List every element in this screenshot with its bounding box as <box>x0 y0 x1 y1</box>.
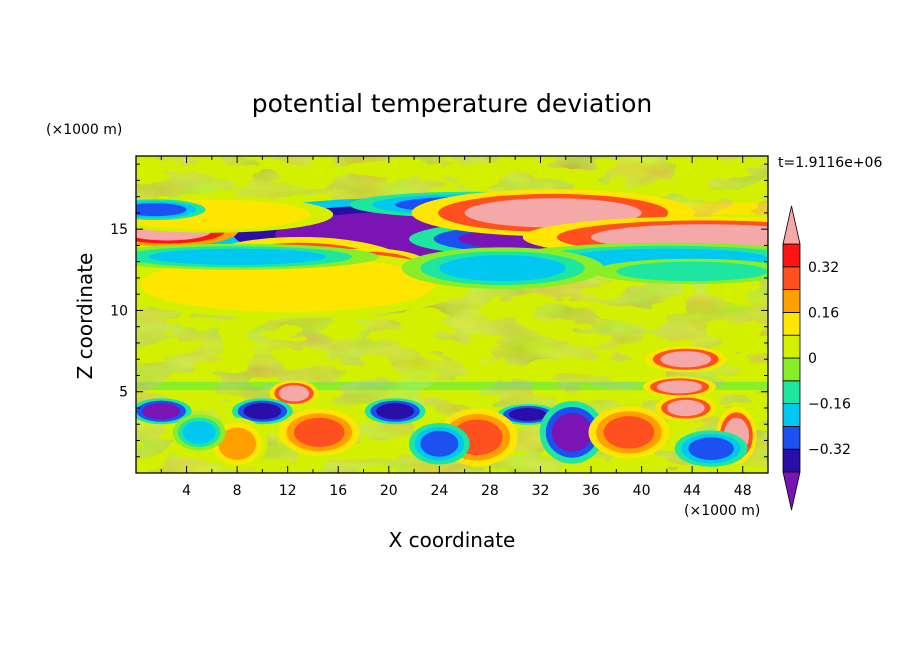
x-tick-label: 44 <box>683 483 701 499</box>
time-label: t=1.9116e+06 <box>778 155 882 171</box>
x-axis: 4 8 12 16 20 24 28 32 36 40 44 48 <box>160 156 752 499</box>
field-feature <box>243 403 282 420</box>
colorbar: 0.32 0.16 0 −0.16 −0.32 <box>782 205 851 511</box>
field-feature <box>688 437 734 460</box>
field-features <box>136 189 768 470</box>
plot-frame <box>135 155 769 474</box>
x-tick-label: 40 <box>633 483 651 499</box>
x-tick-label: 4 <box>182 483 191 499</box>
field-feature <box>278 385 310 402</box>
heatmap-field <box>136 156 768 473</box>
x-tick-label: 28 <box>481 483 499 499</box>
colorbar-segment <box>782 403 801 427</box>
field-feature <box>218 427 257 460</box>
colorbar-tick-label: 0.16 <box>808 305 839 321</box>
field-feature <box>508 407 547 421</box>
colorbar-segment <box>782 289 801 313</box>
y-tick-label: 15 <box>110 222 128 238</box>
field-feature <box>439 255 566 282</box>
field-feature <box>660 351 712 368</box>
field-feature <box>173 263 402 306</box>
x-tick-label: 16 <box>329 483 347 499</box>
x-tick-label: 24 <box>430 483 448 499</box>
field-feature <box>603 416 655 449</box>
colorbar-segment <box>782 357 801 382</box>
colorbar-segment <box>782 311 801 336</box>
x-tick-label: 48 <box>734 483 752 499</box>
y-unit-label: (×1000 m) <box>46 122 122 138</box>
field-feature <box>464 198 642 228</box>
field-feature <box>376 403 415 420</box>
colorbar-tick-label: 0.32 <box>808 260 839 276</box>
colorbar-segment <box>782 266 801 290</box>
x-tick-label: 32 <box>532 483 550 499</box>
x-unit-label: (×1000 m) <box>684 503 760 519</box>
x-tick-label: 12 <box>279 483 297 499</box>
chart-title: potential temperature deviation <box>252 89 652 118</box>
colorbar-segment <box>782 380 801 404</box>
colorbar-segment <box>782 243 801 268</box>
field-feature <box>294 417 345 447</box>
y-tick-label: 5 <box>119 385 128 401</box>
x-axis-label: X coordinate <box>389 528 516 552</box>
colorbar-tick-label: −0.32 <box>808 442 851 458</box>
colorbar-bottom-triangle <box>782 471 801 511</box>
colorbar-segment <box>782 448 801 473</box>
x-tick-label: 36 <box>582 483 600 499</box>
field-feature <box>666 399 705 417</box>
field-feature <box>148 248 326 265</box>
field-feature <box>420 430 459 457</box>
colorbar-tick-label: 0 <box>808 351 817 367</box>
field-feature <box>656 380 703 394</box>
x-tick-label: 8 <box>233 483 242 499</box>
x-tick-label: 20 <box>380 483 398 499</box>
colorbar-segment <box>782 334 801 359</box>
field-feature <box>136 203 187 217</box>
field-feature <box>551 412 593 452</box>
y-axis: 5 10 15 <box>110 163 768 458</box>
field-feature <box>142 403 181 420</box>
colorbar-segment <box>782 425 801 450</box>
colorbar-tick-label: −0.16 <box>808 397 851 413</box>
field-feature <box>182 420 216 444</box>
y-tick-label: 10 <box>110 303 128 319</box>
field-feature <box>616 261 768 282</box>
y-axis-label: Z coordinate <box>73 253 97 380</box>
colorbar-top-triangle <box>782 205 801 245</box>
